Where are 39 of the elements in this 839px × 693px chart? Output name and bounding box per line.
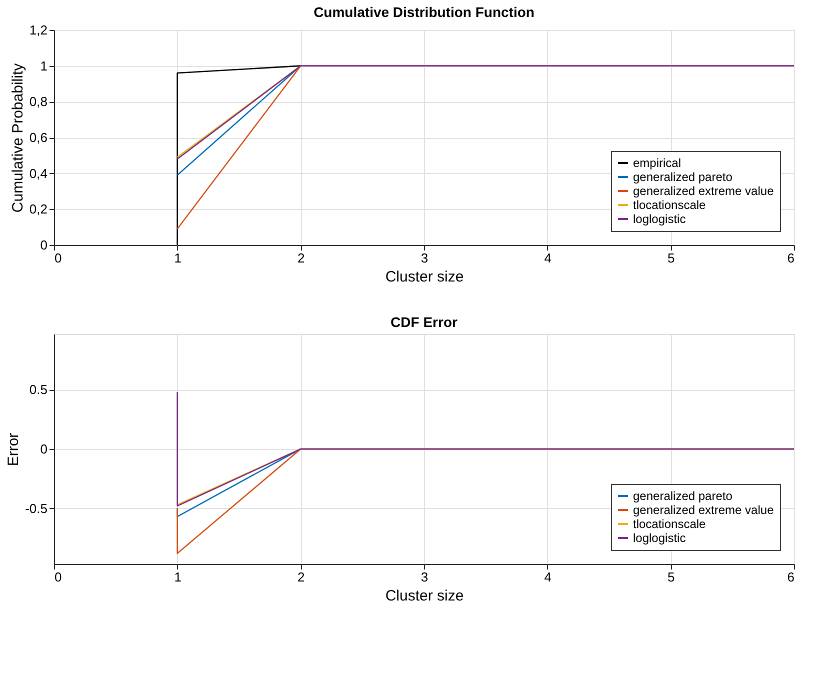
chart-title: Cumulative Distribution Function — [314, 4, 534, 20]
x-tick-label: 0 — [54, 250, 62, 266]
x-axis-title: Cluster size — [385, 268, 464, 286]
x-tick-label: 5 — [668, 570, 675, 584]
x-tick-label: 4 — [544, 250, 552, 266]
x-tick-label: 6 — [787, 250, 794, 266]
y-tick-label: 0,4 — [29, 166, 48, 181]
y-tick-label: 0,8 — [29, 94, 48, 110]
y-tick-label: 0.5 — [29, 382, 48, 398]
x-tick-label: 1 — [174, 250, 182, 266]
y-tick-label: 0,2 — [29, 202, 48, 217]
legend-label: generalized pareto — [633, 489, 733, 503]
legend-label: tlocationscale — [633, 517, 706, 531]
x-tick-label: 5 — [668, 250, 675, 266]
y-tick-label: 0 — [40, 442, 48, 456]
y-axis-title: Error — [5, 432, 22, 466]
legend-label: generalized pareto — [633, 170, 733, 184]
y-tick-label: 0 — [40, 238, 48, 252]
x-tick-label: 2 — [298, 250, 305, 266]
y-tick-label: -0.5 — [25, 500, 48, 516]
x-tick-label: 0 — [54, 570, 62, 584]
y-tick-label: 1,2 — [29, 22, 48, 38]
legend-label: loglogistic — [633, 212, 686, 226]
y-tick-label: 1 — [40, 58, 48, 74]
x-tick-label: 2 — [298, 570, 305, 584]
y-axis-title: Cumulative Probability — [9, 62, 26, 213]
legend-label: generalized extreme value — [633, 184, 774, 198]
x-tick-label: 3 — [420, 570, 428, 584]
y-tick-label: 0,6 — [29, 130, 48, 145]
legend-label: generalized extreme value — [633, 503, 774, 517]
legend-label: loglogistic — [633, 531, 686, 545]
x-tick-label: 1 — [174, 570, 182, 584]
legend-label: empirical — [633, 156, 682, 170]
x-tick-label: 4 — [544, 570, 552, 584]
chart-title: CDF Error — [390, 314, 458, 330]
x-tick-label: 6 — [787, 570, 794, 584]
x-axis-title: Cluster size — [385, 588, 464, 604]
legend-label: tlocationscale — [633, 198, 706, 212]
x-tick-label: 3 — [420, 250, 428, 266]
